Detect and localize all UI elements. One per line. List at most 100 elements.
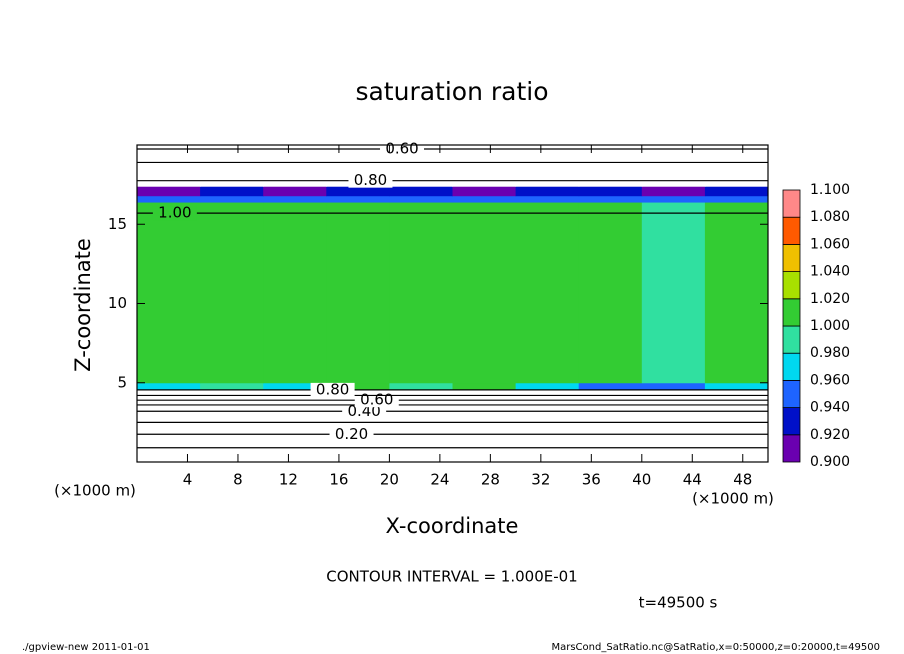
- cell: [326, 186, 390, 197]
- contour-label-bg: [329, 427, 374, 442]
- time-label: t=49500 s: [639, 594, 718, 612]
- cell: [452, 382, 517, 390]
- x-tick-label: 32: [531, 471, 550, 489]
- colorbar-band: [782, 216, 801, 245]
- y-axis-label: Z-coordinate: [71, 238, 95, 372]
- cell: [578, 389, 643, 463]
- cell: [641, 202, 706, 384]
- cell: [452, 202, 517, 384]
- cell: [704, 202, 769, 384]
- cell: [641, 382, 706, 390]
- colorbar-label: 1.040: [810, 264, 850, 280]
- cell: [389, 186, 453, 197]
- cell: [704, 389, 769, 463]
- colorbar-label: 0.960: [810, 372, 850, 388]
- contour-label: 1.00: [158, 204, 191, 222]
- contour-label: 0.60: [385, 139, 418, 157]
- colorbar-band: [782, 271, 801, 300]
- colorbar-label: 1.020: [810, 291, 850, 307]
- chart-title: saturation ratio: [355, 77, 548, 106]
- x-tick-label: 40: [632, 471, 651, 489]
- cell: [578, 382, 643, 390]
- cell: [389, 382, 453, 390]
- y-tick-label: 10: [108, 294, 127, 312]
- cell: [389, 389, 453, 463]
- cell: [137, 389, 201, 463]
- x-tick-label: 44: [683, 471, 702, 489]
- contour-label-bg: [354, 393, 399, 408]
- cell: [263, 195, 327, 203]
- footer-left: ./gpview-new 2011-01-01: [22, 642, 150, 653]
- colorbar-label: 1.000: [810, 318, 850, 334]
- colorbar-band: [782, 434, 801, 463]
- colorbar-label: 1.060: [810, 236, 850, 252]
- cell: [200, 145, 264, 187]
- contour-label-bg: [310, 382, 355, 397]
- cell: [263, 202, 327, 384]
- cell: [578, 195, 643, 203]
- cell: [578, 186, 643, 197]
- colorbar-band: [782, 352, 801, 381]
- cell: [263, 145, 327, 187]
- cell: [641, 186, 706, 197]
- x-axis-label: X-coordinate: [386, 514, 519, 538]
- colorbar-band: [782, 298, 801, 327]
- colorbar-band: [782, 407, 801, 436]
- cell: [578, 202, 643, 384]
- cell: [578, 145, 643, 187]
- colorbar-band: [782, 325, 801, 354]
- cell: [200, 195, 264, 203]
- footer-right: MarsCond_SatRatio.nc@SatRatio,x=0:50000,…: [551, 642, 880, 653]
- colorbar-band: [782, 379, 801, 408]
- x-tick-label: 36: [582, 471, 601, 489]
- cell: [452, 195, 517, 203]
- cell: [704, 382, 769, 390]
- cell: [263, 186, 327, 197]
- cell: [137, 186, 201, 197]
- contour-label-bg: [152, 206, 197, 221]
- colorbar-label: 0.980: [810, 345, 850, 361]
- contour-label: 0.80: [316, 380, 349, 398]
- cell: [200, 389, 264, 463]
- colorbar-label: 1.100: [810, 182, 850, 198]
- cell: [452, 186, 517, 197]
- cell: [515, 186, 580, 197]
- contour-label: 0.20: [335, 425, 368, 443]
- cell: [137, 145, 201, 187]
- cell: [200, 202, 264, 384]
- cell: [326, 382, 390, 390]
- x-tick-label: 12: [279, 471, 298, 489]
- contour-label: 0.60: [360, 391, 393, 409]
- cell: [515, 202, 580, 384]
- colorbar-band: [782, 189, 801, 218]
- x-tick-label: 48: [733, 471, 752, 489]
- cell: [515, 382, 580, 390]
- cell: [452, 145, 517, 187]
- colorbar-label: 0.920: [810, 427, 850, 443]
- cell: [515, 145, 580, 187]
- cell: [641, 145, 706, 187]
- y-tick-label: 15: [108, 215, 127, 233]
- x-unit-label: (×1000 m): [692, 490, 774, 508]
- cell: [137, 195, 201, 203]
- x-tick-label: 8: [233, 471, 243, 489]
- x-tick-label: 28: [481, 471, 500, 489]
- cell: [326, 195, 390, 203]
- colorbar-label: 0.900: [810, 454, 850, 470]
- contour-interval: CONTOUR INTERVAL = 1.000E-01: [326, 568, 577, 586]
- x-tick-label: 20: [380, 471, 399, 489]
- cell: [263, 389, 327, 463]
- cell: [515, 195, 580, 203]
- cell: [263, 382, 327, 390]
- contour-label-bg: [342, 404, 387, 419]
- cell: [641, 389, 706, 463]
- cell: [137, 382, 201, 390]
- x-tick-label: 24: [430, 471, 449, 489]
- cell: [389, 202, 453, 384]
- cell: [704, 186, 769, 197]
- colorbar-label: 0.940: [810, 400, 850, 416]
- cell: [704, 145, 769, 187]
- cell: [326, 202, 390, 384]
- cell: [641, 195, 706, 203]
